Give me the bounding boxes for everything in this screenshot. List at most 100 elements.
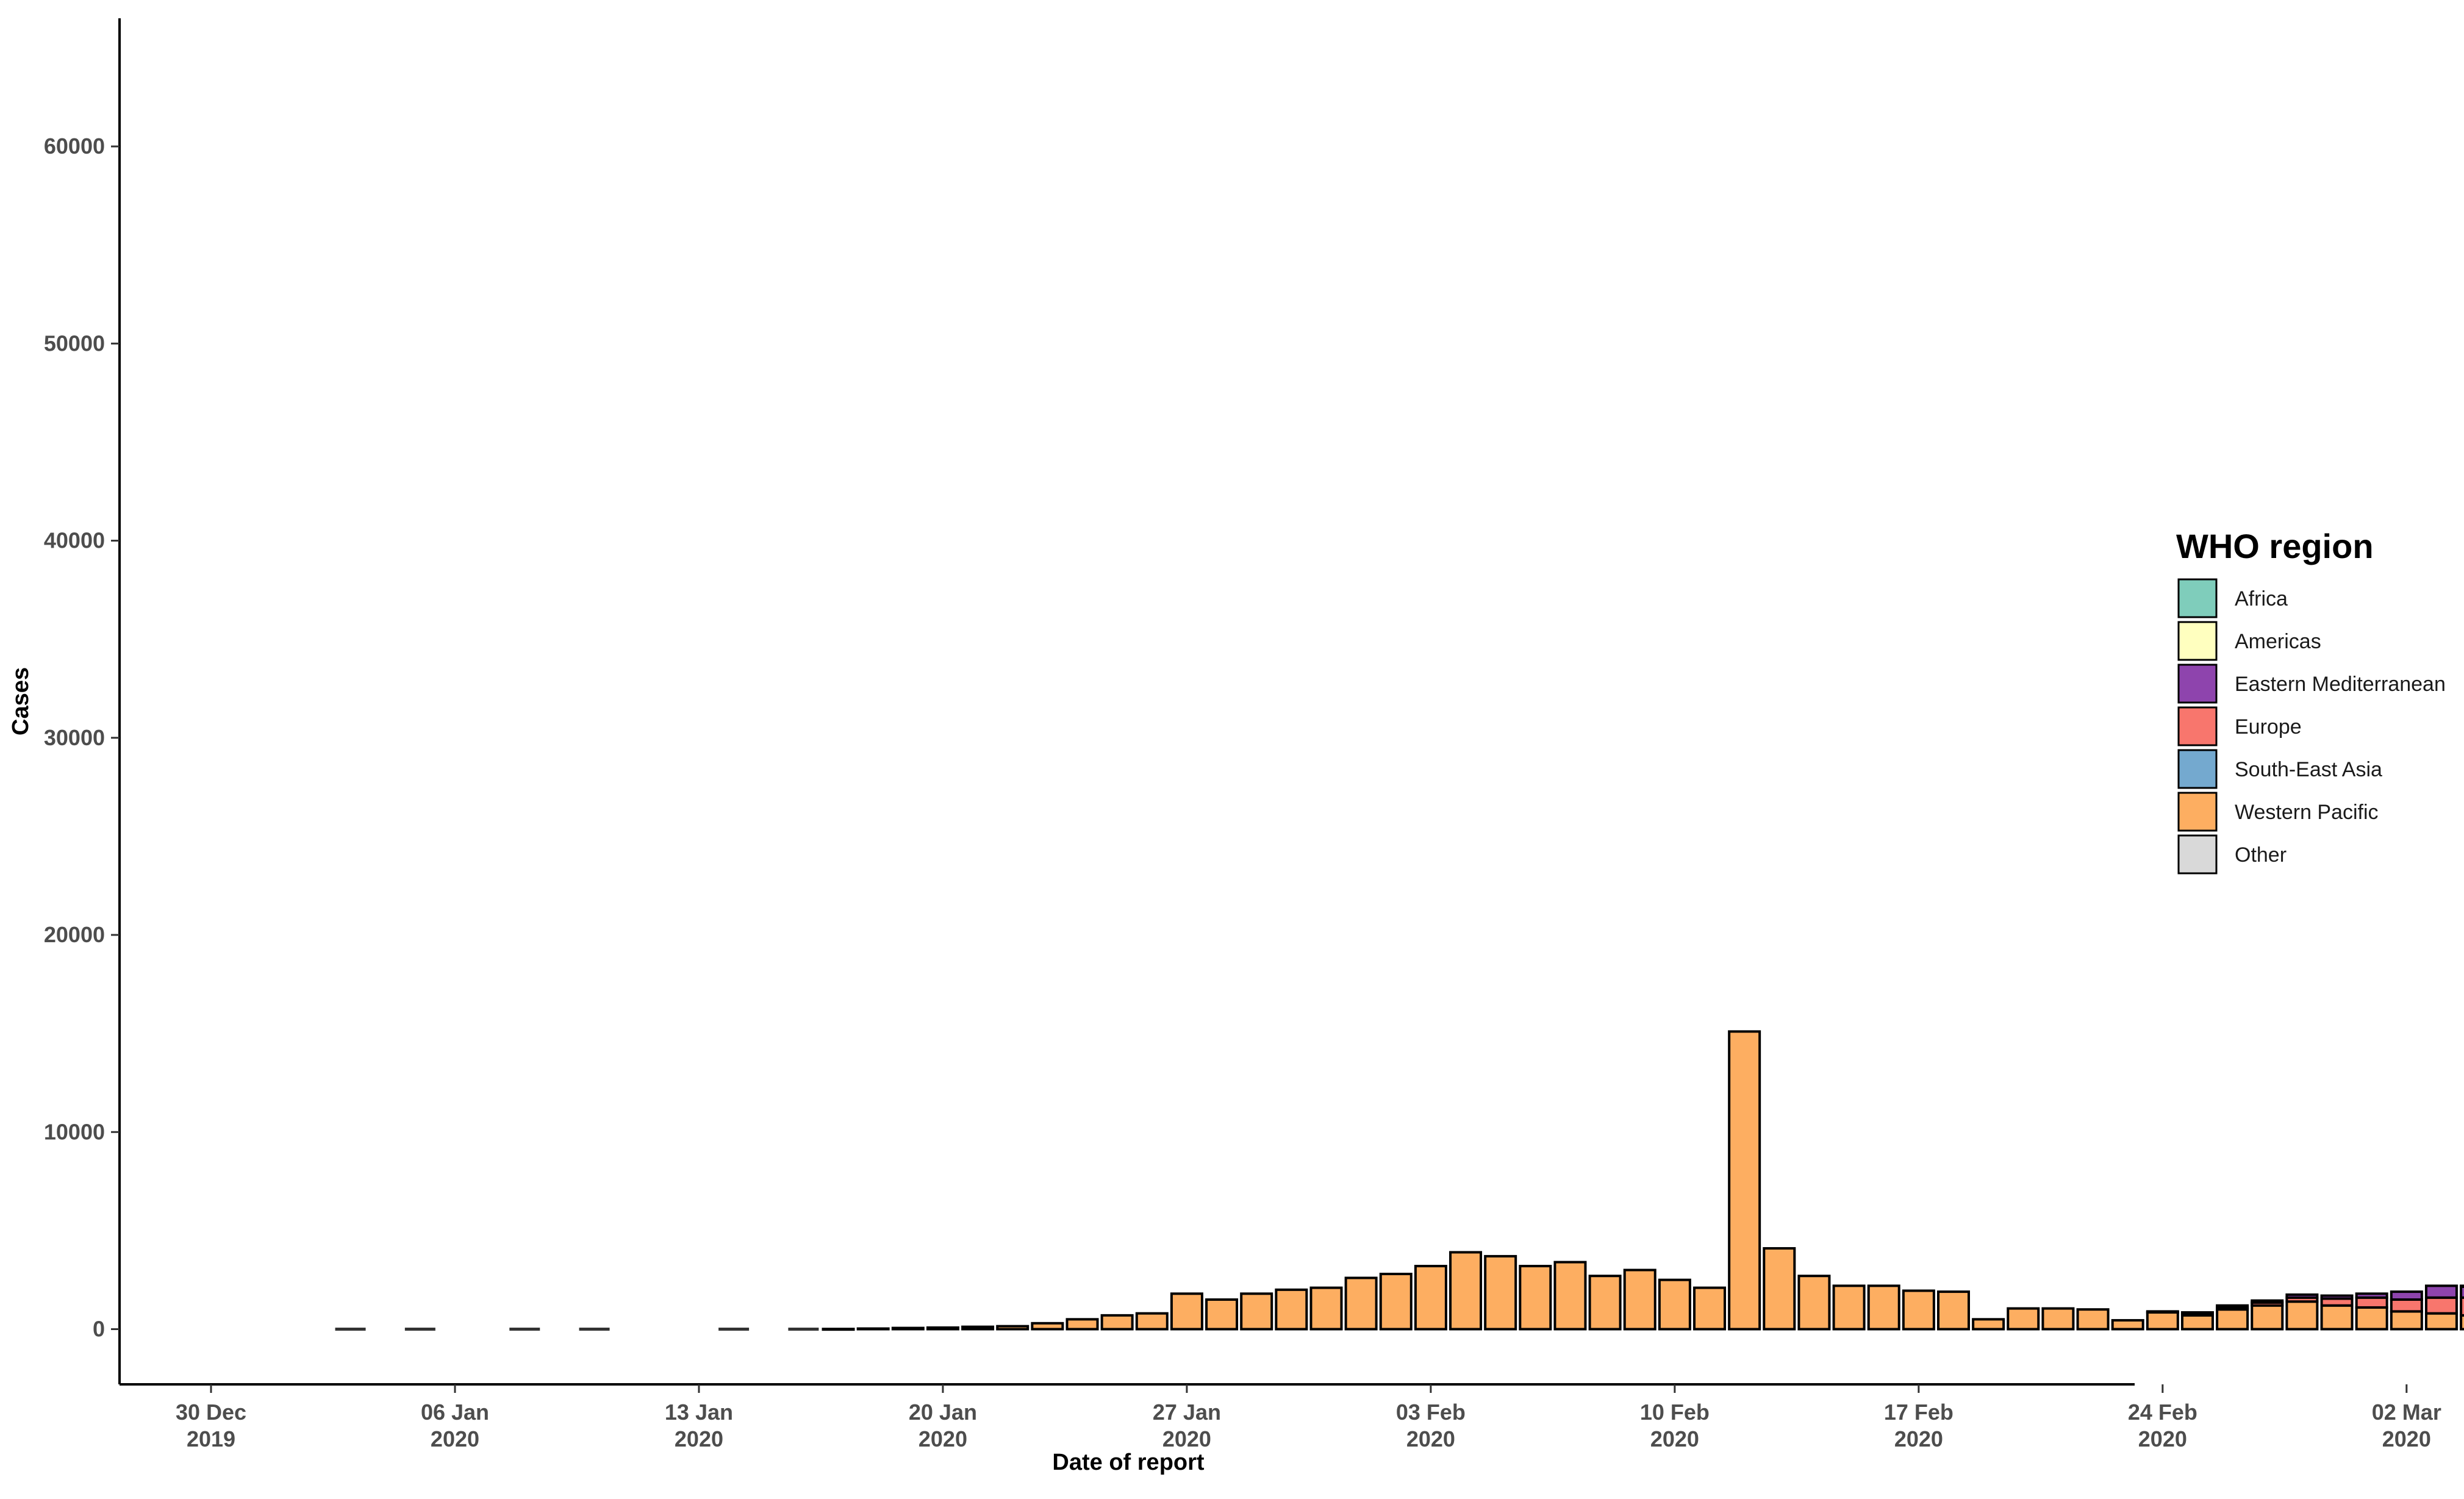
bar-segment-wp bbox=[2007, 1307, 2040, 1331]
legend-swatch-af bbox=[2177, 578, 2218, 618]
bar-segment-wp bbox=[1031, 1322, 1064, 1331]
x-tick-label: 20 Jan bbox=[909, 1400, 977, 1425]
x-tick-label-year: 2020 bbox=[1406, 1426, 1455, 1451]
legend-swatch-wp bbox=[2177, 792, 2218, 832]
bar-segment-wp bbox=[2320, 1304, 2354, 1331]
axes-layer bbox=[118, 18, 2135, 1386]
bar-segment-wp bbox=[1553, 1261, 1587, 1331]
x-tick-label: 17 Feb bbox=[1884, 1400, 1954, 1425]
x-axis-title: Date of report bbox=[1052, 1450, 1204, 1475]
bar-segment-wp bbox=[1344, 1276, 1378, 1331]
y-tick-label: 0 bbox=[93, 1316, 105, 1341]
legend-swatch-em bbox=[2177, 664, 2218, 704]
legend-title: WHO region bbox=[2176, 527, 2374, 565]
bar-segment-wp bbox=[1100, 1314, 1134, 1331]
legend-items: Africa Americas Eastern Mediterranean Europ… bbox=[2177, 578, 2446, 875]
bar-segment-wp bbox=[1135, 1312, 1169, 1331]
x-tick-label: 13 Jan bbox=[665, 1400, 733, 1425]
legend-label-af: Africa bbox=[2235, 587, 2288, 610]
x-tick-label-year: 2020 bbox=[2382, 1426, 2431, 1451]
bar-segment-wp bbox=[2146, 1311, 2179, 1331]
x-tick-label-year: 2020 bbox=[1894, 1426, 1943, 1451]
bar-segment-wp bbox=[1937, 1290, 1970, 1331]
bar-segment-wp bbox=[1170, 1292, 1203, 1331]
bar-segment-wp bbox=[1588, 1275, 1622, 1331]
y-tick-label: 40000 bbox=[44, 528, 105, 553]
legend-label-em: Eastern Mediterranean bbox=[2235, 673, 2446, 696]
x-tick-label: 06 Jan bbox=[421, 1400, 489, 1425]
bar-segment-em bbox=[2285, 1293, 2319, 1299]
bar-segment-wp bbox=[1309, 1286, 1343, 1331]
bar-segment-wp bbox=[1449, 1251, 1483, 1331]
bar-segment-wp bbox=[1763, 1247, 1796, 1331]
y-axis-title: Cases bbox=[8, 667, 34, 735]
bar-segment-wp bbox=[2111, 1318, 2144, 1331]
x-tick-label-year: 2020 bbox=[431, 1426, 479, 1451]
bar-segment-eu bbox=[2146, 1310, 2179, 1314]
bar-segment-em bbox=[2180, 1311, 2214, 1315]
bar-segment-wp bbox=[1693, 1286, 1727, 1331]
bar-segment-em bbox=[2216, 1304, 2249, 1309]
bar-segment-am bbox=[2460, 1284, 2464, 1288]
bar-segment-wp bbox=[2460, 1314, 2464, 1331]
bar-segment-wp bbox=[926, 1326, 959, 1331]
bar-segment-em bbox=[2390, 1290, 2423, 1301]
bar-segment-em bbox=[2424, 1284, 2458, 1299]
bar-segment-em bbox=[2320, 1294, 2354, 1300]
legend-swatch-eu bbox=[2177, 706, 2218, 746]
y-tick-label: 30000 bbox=[44, 725, 105, 750]
bar-segment-wp bbox=[2251, 1304, 2284, 1331]
bar-segment-wp bbox=[1205, 1298, 1239, 1331]
bar-segment-wp bbox=[1065, 1318, 1099, 1331]
bar-segment-wp bbox=[2424, 1312, 2458, 1331]
bar-segment-wp bbox=[1658, 1278, 1691, 1331]
bar-segment-eu bbox=[2355, 1296, 2388, 1309]
legend-swatch-ot bbox=[2177, 834, 2218, 875]
bar-segment-em bbox=[2251, 1299, 2284, 1304]
bar-segment-eu bbox=[2390, 1298, 2423, 1313]
legend-label-am: Americas bbox=[2235, 630, 2321, 653]
bar-segment-wp bbox=[1797, 1275, 1831, 1331]
y-tick-label: 20000 bbox=[44, 922, 105, 947]
bar-segment-wp bbox=[996, 1325, 1030, 1331]
y-tick-label: 50000 bbox=[44, 331, 105, 356]
legend-label-eu: Europe bbox=[2235, 715, 2302, 739]
y-tick-label: 60000 bbox=[44, 134, 105, 159]
bar-segment-eu bbox=[2460, 1296, 2464, 1317]
x-tick-label-year: 2020 bbox=[2138, 1426, 2187, 1451]
bar-segment-wp bbox=[1275, 1288, 1308, 1331]
bar-segment-wp bbox=[1379, 1272, 1413, 1331]
bar-segment-wp bbox=[1902, 1289, 1935, 1331]
bar-segment-wp bbox=[1519, 1265, 1552, 1331]
bar-segment-wp bbox=[2180, 1314, 2214, 1331]
bar-segment-wp bbox=[2076, 1308, 2110, 1331]
x-tick-label: 02 Mar bbox=[2372, 1400, 2441, 1425]
x-tick-label: 03 Feb bbox=[1396, 1400, 1466, 1425]
legend-label-sea: South-East Asia bbox=[2235, 758, 2382, 781]
x-tick-label: 24 Feb bbox=[2128, 1400, 2197, 1425]
bar-segment-wp bbox=[1623, 1268, 1656, 1331]
bar-segment-wp bbox=[1240, 1292, 1273, 1331]
bar-segment-em bbox=[2460, 1286, 2464, 1299]
x-tick-label-year: 2019 bbox=[187, 1426, 235, 1451]
x-tick-label: 27 Jan bbox=[1153, 1400, 1221, 1425]
x-tick-label: 30 Dec bbox=[176, 1400, 246, 1425]
bar-segment-wp bbox=[2390, 1310, 2423, 1331]
y-ticks: 0 10000 20000 30000 40000 50000 60000 bbox=[44, 134, 120, 1341]
bar-segment-wp bbox=[1972, 1318, 2005, 1331]
legend-swatch-am bbox=[2177, 621, 2218, 661]
bar-segment-wp bbox=[2355, 1306, 2388, 1331]
bar-segment-wp bbox=[1484, 1254, 1517, 1331]
x-tick-label-year: 2020 bbox=[675, 1426, 723, 1451]
y-tick-label: 10000 bbox=[44, 1119, 105, 1144]
bar-segment-wp bbox=[891, 1326, 925, 1331]
x-tick-label-year: 2020 bbox=[919, 1426, 967, 1451]
legend-label-wp: Western Pacific bbox=[2235, 801, 2379, 824]
x-tick-label-year: 2020 bbox=[1650, 1426, 1699, 1451]
bar-segment-wp bbox=[961, 1325, 995, 1331]
bars-layer bbox=[335, 1030, 2464, 1331]
bar-segment-wp bbox=[1832, 1284, 1866, 1331]
